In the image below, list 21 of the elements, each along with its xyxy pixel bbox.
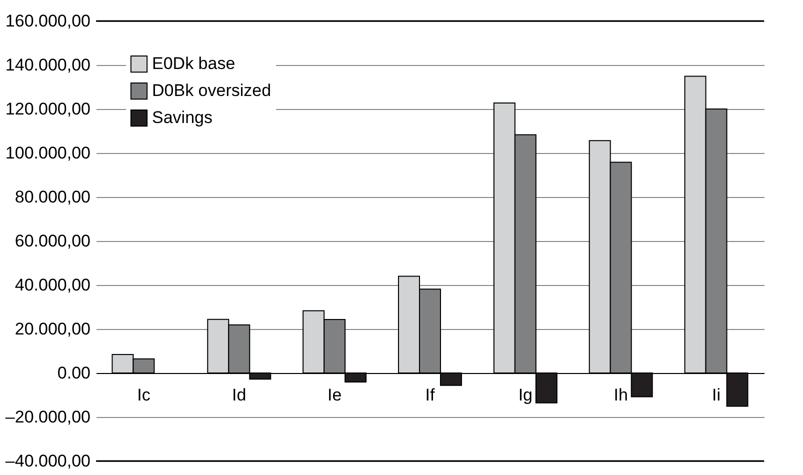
x-tick-label: Ie	[327, 386, 342, 404]
legend-label: E0Dk base	[152, 54, 236, 73]
x-tick-label: Id	[232, 386, 246, 404]
y-tick-label: 40.000,00	[14, 276, 90, 294]
y-tick-label: 0.00	[57, 364, 90, 382]
y-tick-label: –40.000,00	[5, 452, 90, 470]
x-tick-label: Ig	[518, 386, 533, 404]
legend-label: D0Bk oversized	[152, 81, 272, 100]
y-tick-label: 100.000,00	[5, 144, 90, 162]
y-tick-label: –20.000,00	[5, 408, 90, 426]
legend-label: Savings	[152, 108, 212, 127]
y-tick-label: 60.000,00	[14, 232, 90, 250]
y-tick-label: 120.000,00	[5, 100, 90, 118]
y-tick-label: 140.000,00	[5, 56, 90, 74]
x-tick-label: Ii	[712, 386, 721, 404]
x-tick-label: Ic	[137, 386, 151, 404]
x-tick-label: Ih	[614, 386, 628, 404]
x-tick-label: If	[425, 386, 435, 404]
y-tick-label: 80.000,00	[14, 188, 90, 206]
y-tick-label: 160.000,00	[5, 12, 90, 30]
y-tick-label: 20.000,00	[14, 320, 90, 338]
